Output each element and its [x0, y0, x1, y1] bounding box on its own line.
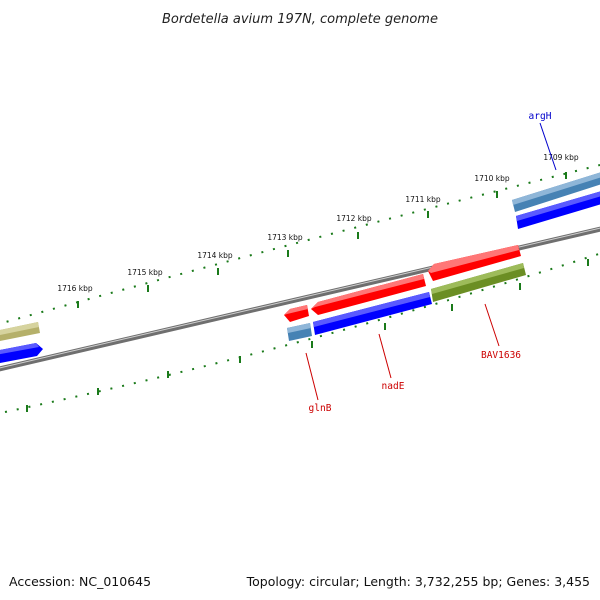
gene-label-BAV1636: BAV1636: [481, 350, 521, 361]
topology-text: Topology: circular; Length: 3,732,255 bp…: [246, 574, 590, 589]
argH-leader: [539, 122, 557, 171]
genome-backbone-highlight: [0, 227, 600, 369]
kbp-label-1716: 1716 kbp: [57, 284, 93, 293]
kbp-label-1715: 1715 kbp: [127, 268, 163, 277]
gene-BAV1636-olive: [431, 263, 526, 302]
gene-nadE-blue: [313, 292, 432, 335]
map-title: Bordetella avium 197N, complete genome: [162, 12, 438, 27]
kbp-label-1712: 1712 kbp: [336, 214, 372, 223]
gene-BAV1636-red-arrow: [428, 245, 521, 281]
left-gene-blue-arrow: [0, 343, 43, 364]
kbp-labels: 1709 kbp 1710 kbp 1711 kbp 1712 kbp 1713…: [57, 153, 579, 293]
inner-tick-ring: [4, 252, 600, 413]
kbp-label-1709: 1709 kbp: [543, 153, 579, 162]
glnB-leader: [305, 352, 319, 401]
nadE-leader: [378, 333, 392, 379]
kbp-label-1714: 1714 kbp: [197, 251, 233, 260]
kbp-label-1713: 1713 kbp: [267, 233, 303, 242]
gene-argH-steelblue: [512, 172, 600, 212]
accession-text: Accession: NC_010645: [9, 574, 151, 589]
gene-label-nadE: nadE: [382, 381, 405, 392]
gene-nadE-red-arrow: [311, 274, 426, 315]
gene-glnB-arrow: [284, 305, 309, 322]
gene-argH-blue: [516, 191, 600, 229]
gene-label-glnB: glnB: [309, 403, 332, 414]
genome-backbone: [0, 226, 600, 372]
gene-glnB-steelblue: [287, 323, 312, 341]
kbp-ticks: [77, 172, 567, 308]
kbp-label-1711: 1711 kbp: [405, 195, 441, 204]
kbp-label-1710: 1710 kbp: [474, 174, 510, 183]
BAV1636-leader: [484, 303, 500, 347]
left-gene-khaki: [0, 322, 40, 341]
gene-label-argH: argH: [529, 111, 552, 122]
